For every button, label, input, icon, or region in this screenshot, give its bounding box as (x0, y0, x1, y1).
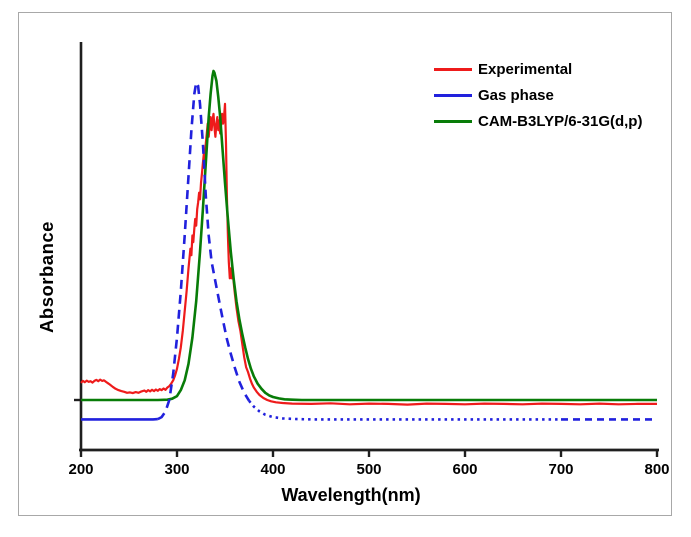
legend-line-cam-b3lyp-icon (434, 120, 472, 124)
legend-label-experimental: Experimental (478, 60, 573, 78)
legend-item-gas-phase: Gas phase (434, 82, 642, 108)
x-tick-label: 400 (260, 461, 285, 478)
x-tick-label: 300 (164, 461, 189, 478)
legend-item-experimental: Experimental (434, 56, 642, 82)
x-tick-label: 600 (452, 461, 477, 478)
x-axis-title: Wavelength(nm) (281, 485, 421, 505)
x-tick-label: 200 (68, 461, 93, 478)
series-line-experimental (80, 102, 657, 406)
series-line-gas-phase (247, 399, 561, 421)
legend-item-cam-b3lyp: CAM-B3LYP/6-31G(d,p) (434, 109, 642, 135)
legend: Experimental Gas phase CAM-B3LYP/6-31G(d… (434, 56, 642, 135)
y-axis-title: Absorbance (36, 221, 57, 333)
figure-frame (18, 12, 672, 516)
x-tick-label: 500 (356, 461, 381, 478)
series-line-cam-b3lyp-6-31g-d-p- (81, 69, 657, 402)
series-line-gas-phase (157, 81, 251, 421)
legend-label-gas-phase: Gas phase (478, 87, 554, 105)
legend-line-experimental-icon (434, 67, 472, 71)
legend-label-cam-b3lyp: CAM-B3LYP/6-31G(d,p) (478, 113, 643, 131)
x-tick-label: 800 (644, 461, 669, 478)
legend-line-gas-phase-icon (434, 94, 472, 98)
x-tick-label: 700 (548, 461, 573, 478)
